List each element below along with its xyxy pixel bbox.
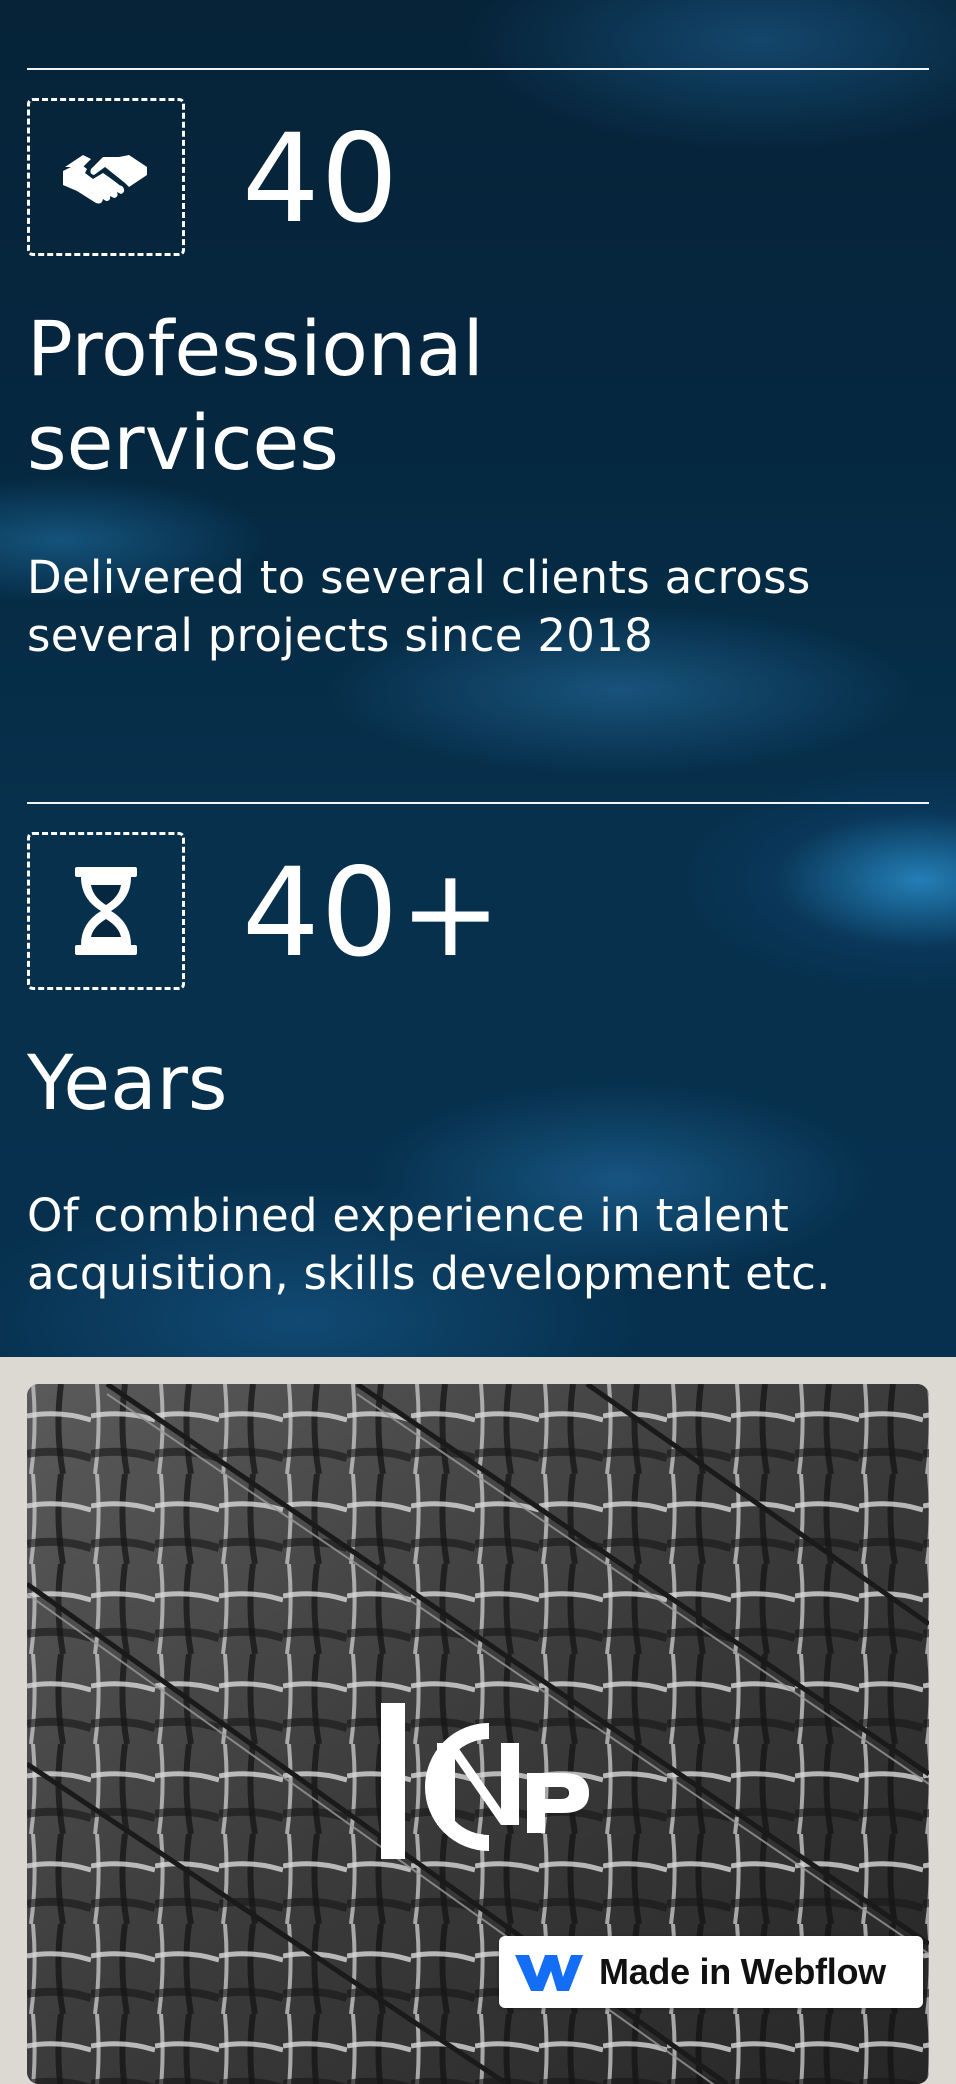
made-in-webflow-badge[interactable]: Made in Webflow [499,1936,923,2008]
stat-description: Delivered to several clients across seve… [27,551,811,662]
stat-number: 40+ [242,842,503,984]
hourglass-icon [75,867,137,955]
stat-icon-frame [27,98,185,256]
building-photo [27,1384,929,2084]
stat-icon-frame [27,832,185,990]
inp-logo [381,1703,589,1859]
stat-divider [27,68,929,70]
stat-divider [27,802,929,804]
stat-title: Years [27,1038,228,1127]
webflow-logo-icon [515,1955,583,1991]
stat-title: Professional services [27,304,484,487]
stat-number: 40 [242,108,400,250]
handshake-icon [63,155,147,204]
badge-label: Made in Webflow [599,1951,886,1992]
stats-section: 40 Professional services Delivered to se… [0,0,956,1357]
stat-description: Of combined experience in talent acquisi… [27,1189,831,1300]
